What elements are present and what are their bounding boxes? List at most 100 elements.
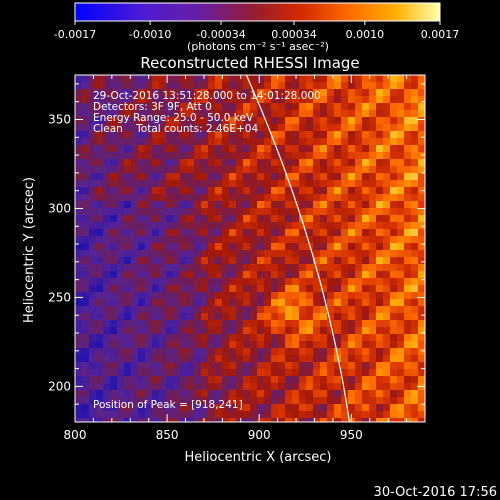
heatmap-cell — [355, 411, 363, 419]
heatmap-cell — [348, 341, 356, 349]
heatmap-cell — [166, 306, 174, 314]
heatmap-cell — [166, 236, 174, 244]
heatmap-cell — [75, 124, 83, 132]
heatmap-cell — [341, 383, 349, 391]
heatmap-cell — [138, 257, 146, 265]
heatmap-cell — [383, 355, 391, 363]
heatmap-cell — [271, 222, 279, 230]
heatmap-cell — [243, 159, 251, 167]
heatmap-cell — [411, 124, 419, 132]
heatmap-cell — [103, 124, 111, 132]
heatmap-cell — [89, 383, 97, 391]
heatmap-cell — [124, 124, 132, 132]
heatmap-cell — [418, 173, 425, 181]
heatmap-cell — [285, 166, 293, 174]
heatmap-cell — [369, 299, 377, 307]
heatmap-cell — [376, 236, 384, 244]
heatmap-cell — [75, 82, 83, 90]
heatmap-cell — [152, 103, 160, 111]
heatmap-cell — [355, 89, 363, 97]
heatmap-cell — [390, 75, 398, 83]
heatmap-cell — [369, 117, 377, 125]
heatmap-cell — [96, 292, 104, 300]
heatmap-cell — [362, 180, 370, 188]
heatmap-cell — [103, 327, 111, 335]
heatmap-cell — [320, 390, 328, 398]
heatmap-cell — [285, 418, 293, 422]
heatmap-cell — [404, 173, 412, 181]
heatmap-cell — [341, 292, 349, 300]
heatmap-cell — [138, 82, 146, 90]
heatmap-cell — [376, 383, 384, 391]
heatmap-cell — [278, 250, 286, 258]
heatmap-cell — [117, 194, 125, 202]
heatmap-cell — [201, 306, 209, 314]
heatmap-cell — [215, 243, 223, 251]
heatmap-cell — [313, 131, 321, 139]
heatmap-cell — [201, 89, 209, 97]
heatmap-cell — [138, 201, 146, 209]
heatmap-cell — [320, 124, 328, 132]
heatmap-cell — [229, 390, 237, 398]
heatmap-cell — [124, 222, 132, 230]
heatmap-cell — [292, 103, 300, 111]
heatmap-cell — [103, 257, 111, 265]
heatmap-cell — [362, 306, 370, 314]
heatmap-cell — [124, 362, 132, 370]
heatmap-cell — [82, 411, 90, 419]
heatmap-cell — [418, 292, 425, 300]
heatmap-cell — [348, 292, 356, 300]
heatmap-cell — [131, 299, 139, 307]
heatmap-cell — [117, 110, 125, 118]
heatmap-cell — [299, 145, 307, 153]
heatmap-cell — [306, 397, 314, 405]
heatmap-cell — [173, 208, 181, 216]
heatmap-cell — [208, 222, 216, 230]
heatmap-cell — [313, 208, 321, 216]
heatmap-cell — [131, 117, 139, 125]
heatmap-cell — [229, 145, 237, 153]
heatmap-cell — [236, 327, 244, 335]
heatmap-cell — [334, 208, 342, 216]
heatmap-cell — [159, 89, 167, 97]
heatmap-cell — [362, 103, 370, 111]
heatmap-cell — [166, 313, 174, 321]
heatmap-cell — [278, 306, 286, 314]
heatmap-cell — [376, 369, 384, 377]
heatmap-cell — [166, 145, 174, 153]
heatmap-cell — [264, 166, 272, 174]
heatmap-cell — [152, 145, 160, 153]
heatmap-cell — [138, 173, 146, 181]
heatmap-cell — [166, 82, 174, 90]
heatmap-cell — [397, 243, 405, 251]
heatmap-cell — [82, 194, 90, 202]
heatmap-cell — [250, 348, 258, 356]
heatmap-cell — [229, 250, 237, 258]
heatmap-cell — [82, 236, 90, 244]
heatmap-cell — [404, 103, 412, 111]
heatmap-cell — [131, 376, 139, 384]
heatmap-cell — [131, 166, 139, 174]
heatmap-cell — [180, 299, 188, 307]
heatmap-cell — [187, 320, 195, 328]
heatmap-cell — [306, 404, 314, 412]
heatmap-cell — [89, 180, 97, 188]
heatmap-cell — [166, 229, 174, 237]
heatmap-cell — [292, 313, 300, 321]
heatmap-cell — [257, 320, 265, 328]
heatmap-cell — [306, 110, 314, 118]
heatmap-cell — [348, 138, 356, 146]
heatmap-cell — [313, 285, 321, 293]
heatmap-cell — [250, 159, 258, 167]
heatmap-cell — [397, 355, 405, 363]
heatmap-cell — [313, 278, 321, 286]
heatmap-cell — [117, 334, 125, 342]
heatmap-cell — [215, 264, 223, 272]
heatmap-cell — [376, 418, 384, 422]
heatmap-cell — [313, 313, 321, 321]
heatmap-cell — [404, 313, 412, 321]
solar-limb-arc — [245, 75, 351, 422]
heatmap-cell — [341, 159, 349, 167]
heatmap-cell — [110, 369, 118, 377]
heatmap-cell — [285, 110, 293, 118]
